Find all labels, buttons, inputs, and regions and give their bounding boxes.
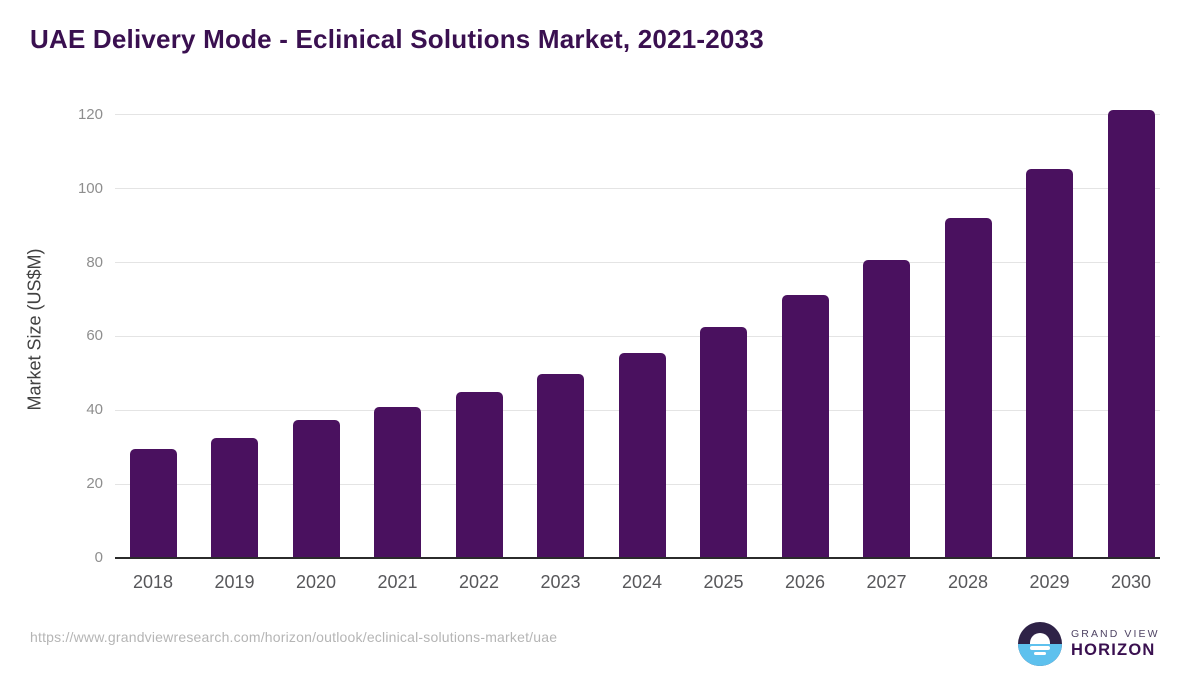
grandview-horizon-logo: GRAND VIEW HORIZON: [1018, 622, 1160, 666]
x-tick-label-2023: 2023: [540, 572, 581, 592]
horizon-sea-shape: [1018, 644, 1062, 666]
bar-2025[interactable]: [700, 327, 747, 558]
x-tick-label-2026: 2026: [784, 572, 826, 592]
bar-2024[interactable]: [618, 352, 666, 558]
bar-2026[interactable]: [781, 295, 829, 558]
y-tick-label-120: 120: [77, 105, 103, 123]
x-axis-line: [115, 557, 1160, 559]
horizon-reflection-line-1: [1030, 646, 1050, 650]
y-tick-label-80: 80: [86, 253, 103, 271]
gridline-y100: [115, 188, 1160, 190]
x-tick-label-2020: 2020: [295, 572, 337, 592]
bar-2020[interactable]: [292, 419, 340, 558]
bar-2022[interactable]: [455, 392, 503, 558]
bar-2023[interactable]: [537, 373, 584, 558]
gridline-y60: [115, 335, 1160, 337]
horizon-reflection-line-2: [1034, 652, 1046, 655]
source-url: https://www.grandviewresearch.com/horizo…: [30, 629, 558, 645]
x-tick-label-2024: 2024: [621, 572, 663, 592]
x-tick-label-2030: 2030: [1110, 572, 1152, 592]
bar-2019[interactable]: [211, 437, 258, 558]
gridline-y120: [115, 114, 1160, 116]
y-tick-label-100: 100: [77, 179, 103, 197]
x-tick-label-2022: 2022: [458, 572, 500, 592]
x-tick-label-2025: 2025: [703, 572, 744, 592]
gridline-y80: [115, 262, 1160, 264]
y-tick-label-40: 40: [86, 401, 103, 419]
y-axis-title: Market Size (US$M): [24, 247, 45, 411]
x-tick-label-2018: 2018: [132, 572, 174, 592]
x-tick-label-2021: 2021: [377, 572, 418, 592]
x-tick-label-2029: 2029: [1029, 572, 1070, 592]
bar-2021[interactable]: [374, 406, 421, 558]
bar-2028[interactable]: [944, 218, 992, 558]
logo-text: GRAND VIEW HORIZON: [1071, 628, 1160, 660]
bar-2018[interactable]: [129, 448, 177, 558]
logo-product-name: HORIZON: [1071, 641, 1156, 659]
bar-2027[interactable]: [863, 259, 910, 558]
y-tick-label-20: 20: [86, 475, 103, 493]
x-tick-label-2028: 2028: [947, 572, 989, 592]
y-tick-label-0: 0: [94, 549, 103, 566]
bar-2029[interactable]: [1026, 168, 1073, 558]
bar-2030[interactable]: [1107, 110, 1155, 558]
x-tick-label-2027: 2027: [866, 572, 907, 592]
x-tick-label-2019: 2019: [214, 572, 255, 592]
horizon-sunrise-icon: [1018, 622, 1062, 666]
horizon-sun-shape: [1030, 633, 1050, 644]
y-tick-label-60: 60: [86, 327, 103, 345]
logo-brand-name: GRAND VIEW: [1071, 628, 1160, 640]
chart-title: UAE Delivery Mode - Eclinical Solutions …: [30, 24, 764, 54]
